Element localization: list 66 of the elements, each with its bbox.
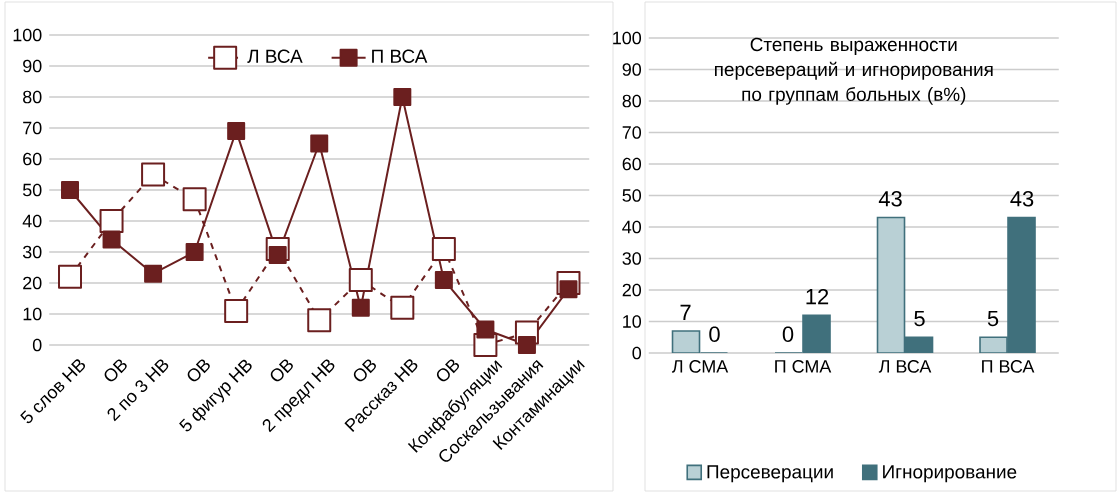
y-tick-label: 10 <box>23 307 42 321</box>
y-tick-label: 80 <box>622 94 642 108</box>
point <box>141 162 166 187</box>
point <box>102 230 121 249</box>
y-tick-label: 30 <box>622 252 642 265</box>
x-tick-label: Л ВСА <box>878 360 932 373</box>
point <box>348 267 373 292</box>
y-tick-label: 100 <box>613 31 642 45</box>
x-tick-label: ОВ <box>270 359 293 382</box>
data-label: 0 <box>709 326 720 342</box>
y-tick-label: 50 <box>622 189 642 202</box>
text: Степень выраженности персевераций и игнорирования по группам больных (в%) <box>715 37 993 105</box>
y-tick-label: 0 <box>32 338 42 352</box>
point <box>307 308 332 333</box>
point <box>144 264 163 283</box>
y-tick-label: 40 <box>22 214 42 228</box>
x-tick-label: П ВСА <box>982 360 1035 373</box>
point <box>224 298 249 323</box>
y-tick-label: 90 <box>23 59 42 73</box>
legend-label: Л ВСА <box>247 49 303 63</box>
y-tick-label: 60 <box>23 152 42 166</box>
point <box>99 209 124 233</box>
x-tick-label: П СМА <box>775 360 832 373</box>
y-tick-label: 10 <box>623 315 642 328</box>
x-tick-label: Л СМА <box>671 360 729 373</box>
data-label: 5 <box>987 310 999 327</box>
x-tick-label: ОВ <box>353 359 376 382</box>
data-label: 12 <box>806 288 829 305</box>
y-tick-label: 40 <box>622 220 642 234</box>
y-tick-label: 20 <box>622 283 642 297</box>
y-tick-label: 80 <box>23 90 42 104</box>
y-tick-label: 60 <box>622 157 642 171</box>
legend-label: Игнорирование <box>883 465 1017 483</box>
point <box>185 243 204 261</box>
point <box>268 246 287 265</box>
y-tick-label: 70 <box>23 121 42 135</box>
y-tick-label: 90 <box>622 63 642 76</box>
data-label: 43 <box>1010 191 1034 207</box>
point <box>431 236 456 261</box>
point <box>517 336 536 354</box>
y-tick-label: 20 <box>23 276 42 290</box>
point <box>61 181 80 199</box>
point <box>310 134 329 153</box>
x-tick-label: ОВ <box>104 359 127 382</box>
point <box>434 270 453 289</box>
point <box>182 187 207 212</box>
y-tick-label: 30 <box>22 245 42 259</box>
point <box>390 295 415 320</box>
y-tick-label: 50 <box>22 183 42 197</box>
point <box>227 122 246 141</box>
bar <box>876 216 906 353</box>
y-tick-label: 70 <box>622 126 642 139</box>
y-tick-label: 0 <box>632 346 642 360</box>
x-tick-label: ОВ <box>187 359 210 382</box>
point <box>559 280 578 299</box>
data-label: 7 <box>680 304 691 320</box>
data-label: 43 <box>878 191 902 207</box>
data-label: 5 <box>914 310 925 327</box>
point <box>351 298 370 317</box>
legend-label: Персеверации <box>707 465 833 483</box>
legend-label: П ВСА <box>372 49 428 63</box>
y-tick-label: 100 <box>13 28 42 42</box>
point <box>476 320 495 339</box>
data-label: 0 <box>782 326 794 342</box>
point <box>393 88 412 106</box>
point <box>58 264 83 289</box>
